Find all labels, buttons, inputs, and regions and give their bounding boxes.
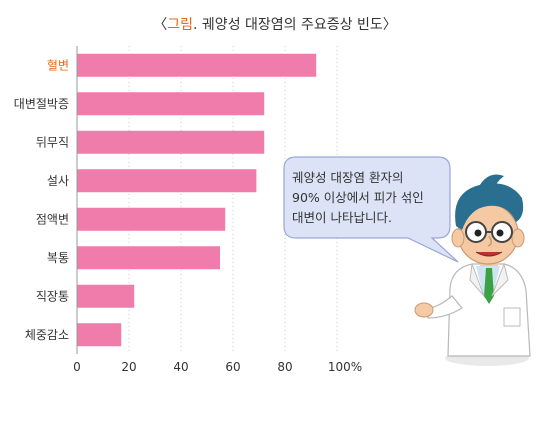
category-label: 대변절박증 bbox=[14, 97, 69, 111]
title-bracket-open: 〈 bbox=[153, 17, 168, 33]
category-label: 혈변 bbox=[47, 58, 69, 72]
bar bbox=[77, 130, 265, 154]
speech-line-3: 대변이 나타납니다. bbox=[292, 210, 392, 225]
title-rest: . 궤양성 대장염의 주요증상 빈도 bbox=[193, 17, 383, 33]
tick-label: 60 bbox=[225, 360, 240, 374]
speech-bubble bbox=[283, 156, 459, 263]
bar bbox=[77, 169, 257, 193]
tick-label: 0 bbox=[73, 360, 81, 374]
category-label: 직장통 bbox=[36, 289, 69, 303]
tick-label: 80 bbox=[277, 360, 292, 374]
doctor-character-icon bbox=[414, 174, 531, 366]
tick-label: 40 bbox=[173, 360, 188, 374]
bar bbox=[77, 323, 122, 347]
bars bbox=[77, 53, 317, 347]
chart-title: 〈그림. 궤양성 대장염의 주요증상 빈도〉 bbox=[0, 14, 550, 34]
bar bbox=[77, 207, 226, 231]
speech-line-1: 궤양성 대장염 환자의 bbox=[292, 170, 404, 185]
category-label: 뒤무직 bbox=[36, 135, 69, 149]
speech-bubble-shape bbox=[283, 156, 459, 263]
title-bracket-close: 〉 bbox=[382, 17, 397, 33]
bar bbox=[77, 284, 135, 308]
speech-bubble-text: 궤양성 대장염 환자의 90% 이상에서 피가 섞인 대변이 나타납니다. bbox=[292, 168, 442, 228]
speech-line-2: 90% 이상에서 피가 섞인 bbox=[292, 190, 424, 205]
category-label: 설사 bbox=[47, 174, 69, 188]
category-label: 복통 bbox=[47, 251, 69, 265]
bar bbox=[77, 92, 265, 116]
category-label: 점액변 bbox=[36, 212, 69, 226]
tick-label: 20 bbox=[121, 360, 136, 374]
bar bbox=[77, 246, 220, 270]
bar bbox=[77, 53, 317, 77]
tick-labels: 0 20 40 60 80 100% bbox=[73, 360, 362, 374]
title-prefix: 그림 bbox=[167, 17, 194, 33]
tick-label: 100% bbox=[328, 360, 362, 374]
category-label: 체중감소 bbox=[25, 328, 69, 342]
